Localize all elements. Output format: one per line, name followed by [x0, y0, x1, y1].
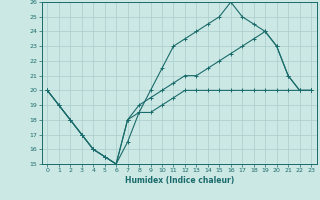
- X-axis label: Humidex (Indice chaleur): Humidex (Indice chaleur): [124, 176, 234, 185]
